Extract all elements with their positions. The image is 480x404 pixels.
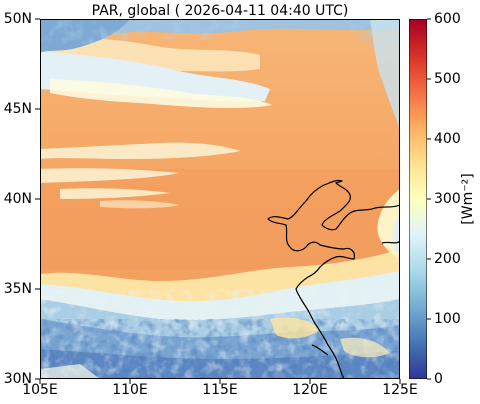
southern-cloud-mass xyxy=(40,249,400,379)
colorbar-tick-label: 200 xyxy=(434,251,461,267)
x-tick-label: 120E xyxy=(292,382,328,398)
colorbar-tick-label: 100 xyxy=(434,311,461,327)
colorbar xyxy=(409,19,427,379)
y-tick-label: 50N xyxy=(3,11,32,27)
y-tick-label: 45N xyxy=(3,101,32,117)
cloud-streaks xyxy=(40,142,240,209)
y-tick-label: 30N xyxy=(3,371,32,387)
x-tick-label: 115E xyxy=(202,382,238,398)
x-tick-label: 110E xyxy=(112,382,148,398)
colorbar-tick-label: 0 xyxy=(434,371,443,387)
colorbar-tick-label: 600 xyxy=(434,11,461,27)
northern-cloud-band xyxy=(40,19,400,129)
colorbar-tick-label: 500 xyxy=(434,71,461,87)
colorbar-tick-label: 400 xyxy=(434,131,461,147)
map-title: PAR, global ( 2026-04-11 04:40 UTC) xyxy=(91,3,349,19)
y-tick-label: 35N xyxy=(3,281,32,297)
y-tick-label: 40N xyxy=(3,191,32,207)
colorbar-tick-label: 300 xyxy=(434,191,461,207)
colorbar-unit-label: [Wm⁻²] xyxy=(460,173,476,225)
coastline xyxy=(267,179,400,379)
par-map xyxy=(40,19,400,379)
x-tick-label: 125E xyxy=(382,382,418,398)
x-tick-label: 105E xyxy=(22,382,58,398)
